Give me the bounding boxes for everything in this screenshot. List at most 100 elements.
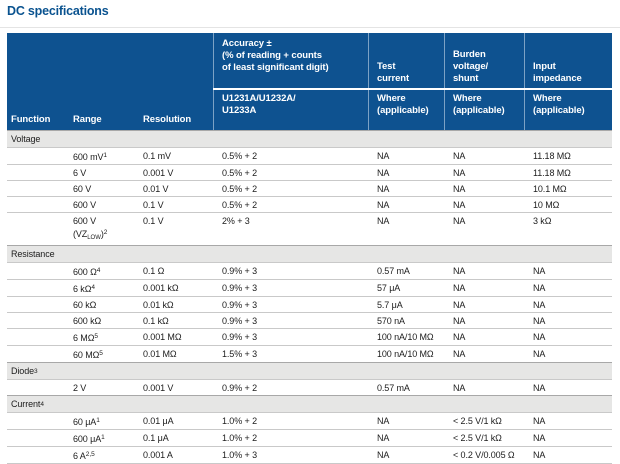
text-segment: ) xyxy=(100,229,104,239)
subheader-where-test: Where (applicable) xyxy=(377,93,429,116)
range-cell: 2 V xyxy=(67,380,137,395)
header-column-divider xyxy=(444,33,445,130)
accuracy-cell: 0.9% + 3 xyxy=(222,300,257,310)
table-row: 600 V (VZLOW)2 0.1 V 2% + 3 NA NA 3 kΩ xyxy=(7,212,612,245)
section-header-row: Current 4 xyxy=(7,395,612,412)
text-segment: 600 V xyxy=(73,200,97,210)
impedance-cell: NA xyxy=(533,283,546,293)
footnote-superscript: 4 xyxy=(96,267,101,274)
function-cell xyxy=(7,263,67,279)
text-segment: 600 Ω xyxy=(73,267,97,277)
test-current-cell: 570 nA xyxy=(377,316,405,326)
range-cell: 60 MΩ5 xyxy=(67,346,137,362)
title-divider xyxy=(0,27,620,28)
footnote-superscript: 5 xyxy=(99,350,103,357)
function-cell xyxy=(7,329,67,345)
resolution-cell: 0.001 V xyxy=(143,168,174,178)
accuracy-cell: 0.5% + 2 xyxy=(222,151,257,161)
burden-cell: NA xyxy=(453,200,466,210)
resolution-cell: 0.1 Ω xyxy=(143,266,165,276)
table-body: Voltage 600 mV1 0.1 mV 0.5% + 2 NA NA 11… xyxy=(7,130,612,464)
test-current-cell: NA xyxy=(377,416,390,426)
column-header-range: Range xyxy=(73,114,102,125)
test-current-cell: NA xyxy=(377,168,390,178)
range-cell: 6 kΩ4 xyxy=(67,280,137,296)
accuracy-cell: 1.0% + 2 xyxy=(222,416,257,426)
accuracy-cell: 0.9% + 3 xyxy=(222,316,257,326)
function-cell xyxy=(7,297,67,312)
accuracy-cell: 1.0% + 3 xyxy=(222,450,257,460)
function-cell xyxy=(7,197,67,212)
test-current-cell: NA xyxy=(377,433,390,443)
footnote-superscript: 3 xyxy=(34,367,38,375)
burden-cell: NA xyxy=(453,332,466,342)
text-segment: 60 V xyxy=(73,184,92,194)
range-cell: 600 mV1 xyxy=(67,148,137,164)
function-cell xyxy=(7,181,67,196)
subheader-models: U1231A/U1232A/ U1233A xyxy=(222,93,296,116)
accuracy-cell: 0.9% + 2 xyxy=(222,383,257,393)
function-cell xyxy=(7,447,67,463)
resolution-cell: 0.1 kΩ xyxy=(143,316,169,326)
impedance-cell: 3 kΩ xyxy=(533,216,552,226)
table-row: 6 V 0.001 V 0.5% + 2 NA NA 11.18 MΩ xyxy=(7,164,612,180)
burden-cell: NA xyxy=(453,168,466,178)
accuracy-cell: 0.5% + 2 xyxy=(222,168,257,178)
function-cell xyxy=(7,165,67,180)
impedance-cell: NA xyxy=(533,450,546,460)
burden-cell: NA xyxy=(453,266,466,276)
column-header-function: Function xyxy=(11,114,51,125)
range-cell: 600 Ω4 xyxy=(67,263,137,279)
test-current-cell: NA xyxy=(377,184,390,194)
impedance-cell: 11.18 MΩ xyxy=(533,151,571,161)
resolution-cell: 0.01 MΩ xyxy=(143,349,177,359)
text-segment: 6 A xyxy=(73,451,86,461)
footnote-superscript: 1 xyxy=(103,152,108,159)
subheader-where-burden: Where (applicable) xyxy=(453,93,505,116)
range-cell: 600 μA1 xyxy=(67,430,137,446)
column-header-accuracy: Accuracy ± (% of reading + counts of lea… xyxy=(222,38,329,73)
burden-cell: NA xyxy=(453,300,466,310)
table-row: 60 MΩ5 0.01 MΩ 1.5% + 3 100 nA/10 MΩ NA … xyxy=(7,345,612,362)
accuracy-cell: 1.0% + 2 xyxy=(222,433,257,443)
impedance-cell: 10.1 MΩ xyxy=(533,184,567,194)
header-column-divider xyxy=(524,33,525,130)
section-header-row: Voltage xyxy=(7,130,612,147)
table-row: 6 kΩ4 0.001 kΩ 0.9% + 3 57 μA NA NA xyxy=(7,279,612,296)
range-cell: 60 μA1 xyxy=(67,413,137,429)
resolution-cell: 0.1 V xyxy=(143,200,164,210)
range-cell: 6 V xyxy=(67,165,137,180)
range-cell: 60 V xyxy=(67,181,137,196)
function-cell xyxy=(7,346,67,362)
text-segment: 600 kΩ xyxy=(73,316,102,326)
table-row: 600 Ω4 0.1 Ω 0.9% + 3 0.57 mA NA NA xyxy=(7,262,612,279)
burden-cell: NA xyxy=(453,383,466,393)
impedance-cell: NA xyxy=(533,266,546,276)
impedance-cell: NA xyxy=(533,416,546,426)
footnote-superscript: 2 xyxy=(103,229,108,236)
impedance-cell: NA xyxy=(533,433,546,443)
dc-specifications-table: Accuracy ± (% of reading + counts of lea… xyxy=(7,33,612,464)
subscript-label: LOW xyxy=(87,235,101,241)
test-current-cell: NA xyxy=(377,151,390,161)
table-row: 600 mV1 0.1 mV 0.5% + 2 NA NA 11.18 MΩ xyxy=(7,147,612,164)
page-title: DC specifications xyxy=(7,4,109,18)
table-row: 60 kΩ 0.01 kΩ 0.9% + 3 5.7 μA NA NA xyxy=(7,296,612,312)
column-header-test-current: Test current xyxy=(377,61,410,84)
function-cell xyxy=(7,148,67,164)
test-current-cell: 0.57 mA xyxy=(377,383,410,393)
resolution-cell: 0.001 A xyxy=(143,450,173,460)
text-segment: 2 V xyxy=(73,383,87,393)
text-segment: 60 kΩ xyxy=(73,300,97,310)
text-segment: 600 mV xyxy=(73,152,104,162)
range-cell: 600 V xyxy=(67,197,137,212)
column-header-burden: Burden voltage/ shunt xyxy=(453,49,489,84)
footnote-superscript: 1 xyxy=(101,434,105,441)
resolution-cell: 0.01 kΩ xyxy=(143,300,174,310)
text-segment: 60 MΩ xyxy=(73,350,100,360)
function-cell xyxy=(7,430,67,446)
footnote-superscript: 5 xyxy=(94,333,98,340)
subheader-where-impedance: Where (applicable) xyxy=(533,93,585,116)
table-row: 600 kΩ 0.1 kΩ 0.9% + 3 570 nA NA NA xyxy=(7,312,612,328)
range-cell: 60 kΩ xyxy=(67,297,137,312)
